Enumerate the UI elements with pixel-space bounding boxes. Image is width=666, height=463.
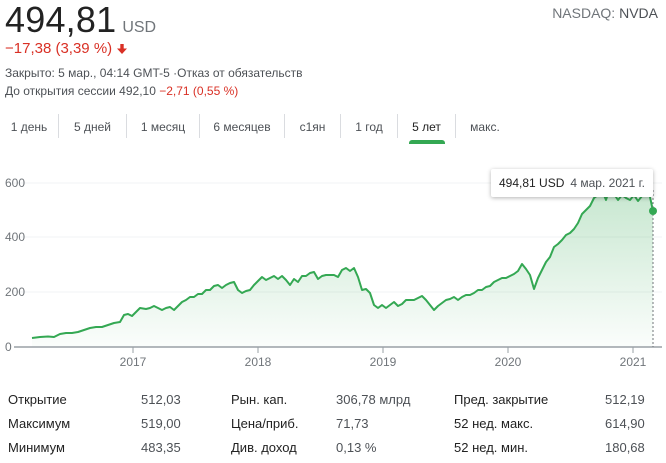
tab-label: 1 месяц (140, 120, 186, 134)
tab-label: 5 дней (73, 120, 111, 134)
x-tick: 2019 (370, 355, 397, 369)
price-line (31, 186, 654, 339)
tooltip-price: 494,81 USD (499, 176, 565, 190)
tab-divider (58, 114, 59, 138)
stats-row: Минимум 483,35 Див. доход 0,13 % 52 нед.… (0, 440, 666, 460)
y-tick: 400 (5, 230, 25, 244)
tab-divider (126, 114, 127, 138)
tab-divider (340, 114, 341, 138)
tab-divider (455, 114, 456, 138)
stat-label-open: Открытие (8, 392, 67, 407)
price-header: 494,81 USD (5, 0, 156, 40)
stats-row: Максимум 519,00 Цена/приб. 71,73 52 нед.… (0, 416, 666, 436)
stat-label-market-cap: Рын. кап. (231, 392, 288, 407)
stat-value-52wk-low: 180,68 (605, 440, 645, 455)
y-axis-labels: 600 400 200 0 (5, 176, 25, 354)
stat-label-low: Минимум (8, 440, 65, 455)
closed-status-text[interactable]: Закрыто: 5 мар., 04:14 GMT-5 ·Отказ от о… (5, 66, 303, 80)
tab-label: 1 день (10, 120, 48, 134)
stat-label-pe-ratio: Цена/приб. (231, 416, 299, 431)
tab-1-year[interactable]: 1 год (341, 112, 397, 144)
x-tick: 2021 (620, 355, 647, 369)
current-price: 494,81 (5, 0, 117, 40)
tab-label: 5 лет (412, 120, 441, 134)
stat-value-high: 519,00 (141, 416, 181, 431)
exchange-ticker: NASDAQ: NVDA (552, 5, 658, 21)
market-status: Закрыто: 5 мар., 04:14 GMT-5 ·Отказ от о… (5, 66, 303, 80)
x-axis-labels: 2017 2018 2019 2020 2021 (120, 355, 647, 369)
stat-label-high: Максимум (8, 416, 71, 431)
stat-value-52wk-high: 614,90 (605, 416, 645, 431)
stats-row: Открытие 512,03 Рын. кап. 306,78 млрд Пр… (0, 392, 666, 412)
tab-5-years[interactable]: 5 лет (398, 112, 455, 144)
x-tick: 2018 (245, 355, 272, 369)
tab-divider (199, 114, 200, 138)
tab-label: 6 месяцев (213, 120, 271, 134)
stat-value-market-cap: 306,78 млрд (336, 392, 411, 407)
tab-max[interactable]: макс. (456, 112, 514, 144)
tab-1-month[interactable]: 1 месяц (127, 112, 199, 144)
stat-label-52wk-high: 52 нед. макс. (454, 416, 534, 431)
currency-label: USD (122, 19, 157, 36)
tab-divider (284, 114, 285, 138)
stat-value-open: 512,03 (141, 392, 181, 407)
price-change-value: −17,38 (3,39 %) (5, 40, 113, 57)
tooltip-date: 4 мар. 2021 г. (570, 176, 645, 190)
hover-point (649, 207, 657, 215)
tab-6-months[interactable]: 6 месяцев (200, 112, 284, 144)
stat-value-pe-ratio: 71,73 (336, 416, 369, 431)
stat-label-div-yield: Див. доход (231, 440, 297, 455)
tab-5-days[interactable]: 5 дней (59, 112, 126, 144)
tab-ytd[interactable]: с1ян (285, 112, 340, 144)
price-chart[interactable]: 600 400 200 0 2017 2018 2019 2020 2021 (0, 160, 666, 375)
chart-tooltip: 494,81 USD 4 мар. 2021 г. (491, 169, 653, 197)
stat-value-div-yield: 0,13 % (336, 440, 377, 455)
price-area-fill (32, 187, 653, 347)
stat-value-prev-close: 512,19 (605, 392, 645, 407)
y-tick: 200 (5, 285, 25, 299)
ticker-symbol: NVDA (619, 5, 658, 21)
premarket-change: −2,71 (0,55 %) (159, 84, 239, 98)
arrow-down-icon (117, 43, 128, 54)
premarket-label: До открытия сессии 492,10 (5, 84, 160, 98)
y-tick: 0 (5, 340, 12, 354)
x-tick: 2017 (120, 355, 147, 369)
tab-label: 1 год (355, 120, 383, 134)
stat-label-52wk-low: 52 нед. мин. (454, 440, 528, 455)
x-axis-ticks (132, 347, 634, 353)
exchange-name: NASDAQ: (552, 5, 620, 21)
tab-label: с1ян (299, 120, 326, 134)
y-tick: 600 (5, 176, 25, 190)
stat-value-low: 483,35 (141, 440, 181, 455)
tab-label: макс. (470, 120, 500, 134)
range-tabs: 1 день 5 дней 1 месяц 6 месяцев с1ян 1 г… (0, 112, 514, 144)
stat-label-prev-close: Пред. закрытие (454, 392, 549, 407)
price-change: −17,38 (3,39 %) (5, 40, 128, 57)
x-tick: 2020 (495, 355, 522, 369)
tab-1-day[interactable]: 1 день (0, 112, 58, 144)
premarket-info: До открытия сессии 492,10 −2,71 (0,55 %) (5, 84, 238, 98)
